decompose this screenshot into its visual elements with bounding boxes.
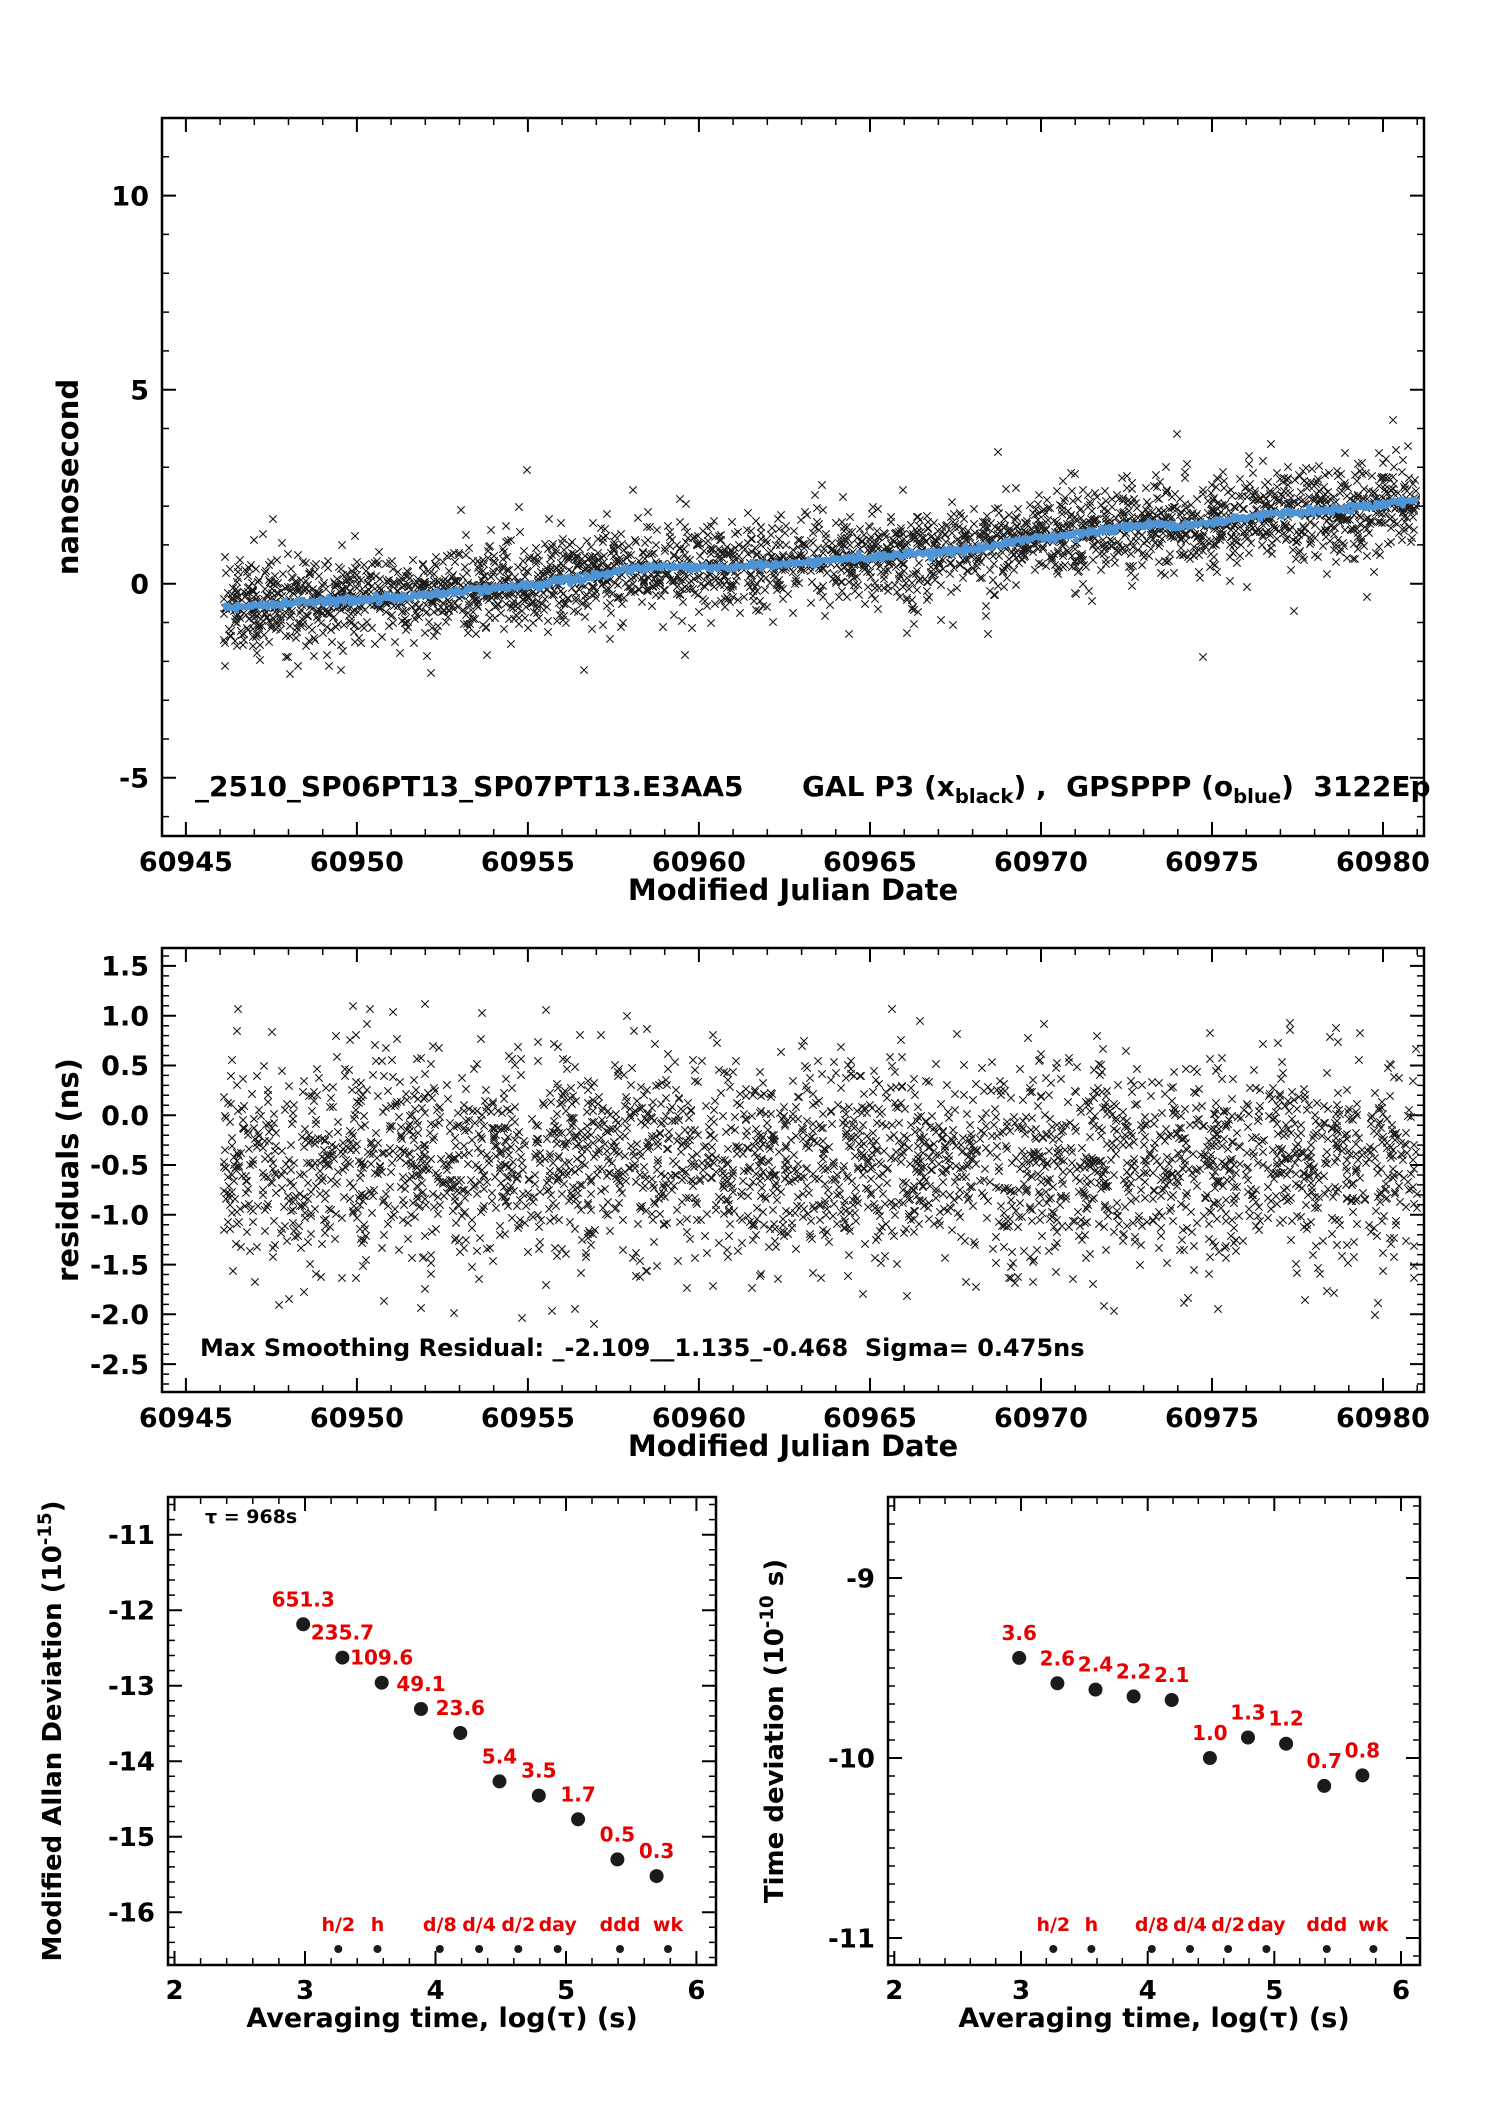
svg-text:-5: -5	[119, 764, 149, 795]
top-chart-title: _2510_SP06PT13_SP07PT13.E3AA5 GAL P3 (xb…	[195, 770, 1431, 808]
tdev-tick-labels: 2 3 4 5 6 -9 -10 -11	[828, 1564, 1410, 2006]
svg-text:1.0: 1.0	[1192, 1721, 1227, 1745]
svg-text:0.8: 0.8	[1345, 1738, 1380, 1762]
tdev-axes: 2 3 4 5 6 -9 -10 -11	[828, 1495, 1422, 2006]
svg-text:60980: 60980	[1336, 847, 1430, 878]
svg-text:d/2: d/2	[1211, 1914, 1245, 1936]
svg-text:2: 2	[885, 1976, 903, 2006]
mdev-tick-labels: 2 3 4 5 6-11-12-13-14-15-16	[108, 1521, 705, 2006]
svg-text:d/8: d/8	[1135, 1914, 1169, 1936]
mdev-points	[296, 1617, 664, 1884]
svg-text:d/4: d/4	[1173, 1914, 1207, 1936]
svg-text:60955: 60955	[481, 847, 575, 878]
svg-text:60960: 60960	[652, 847, 746, 878]
svg-text:5: 5	[130, 375, 149, 406]
tdev-tau-marks	[1049, 1945, 1378, 1953]
svg-text:5: 5	[1265, 1976, 1283, 2006]
residuals-yaxis-label: residuals (ns)	[51, 1058, 85, 1282]
tdev-point-labels: 3.62.6 2.4 2.2 2.1 1.01.3 1.20.7 0.8	[1001, 1621, 1380, 1773]
svg-text:3.6: 3.6	[1001, 1621, 1036, 1645]
svg-text:2.2: 2.2	[1116, 1659, 1151, 1683]
svg-text:2.4: 2.4	[1078, 1653, 1113, 1677]
svg-text:h/2: h/2	[1036, 1914, 1070, 1936]
svg-text:60950: 60950	[310, 847, 404, 878]
svg-text:0.7: 0.7	[1306, 1749, 1341, 1773]
svg-text:60965: 60965	[823, 847, 917, 878]
svg-text:3: 3	[1012, 1976, 1030, 2006]
mdev-axes: 2 3 4 5 6-11-12-13-14-15-16	[108, 1495, 718, 2006]
svg-text:-10: -10	[828, 1744, 875, 1774]
residuals-tick-labels: 60945 60950 60955 60960 60965 60970 60975 60980…	[90, 952, 1430, 1434]
tau-annotation: τ = 968s	[205, 1506, 298, 1528]
svg-text:2.1: 2.1	[1154, 1663, 1189, 1687]
residuals-axes: 60945 60950 60955 60960 60965 60970 60975 60980…	[90, 946, 1430, 1434]
svg-text:2.6: 2.6	[1040, 1646, 1075, 1670]
svg-text:60975: 60975	[1165, 847, 1259, 878]
residuals-scatter	[220, 1000, 1421, 1328]
tdev-yaxis-label: Time deviation (10-10 s)	[757, 1558, 790, 1904]
clock-difference-axes: 60945 60950 60955 60960 60965 60970 60975 60980…	[111, 116, 1430, 878]
svg-text:60945: 60945	[139, 847, 233, 878]
svg-text:-9: -9	[846, 1564, 875, 1594]
tdev-tau-mark-labels: h/2 h d/8 d/4 d/2 day ddd wk	[1036, 1914, 1388, 1936]
clock-difference-tick-labels: 60945 60950 60955 60960 60965 60970 60975 60980…	[111, 181, 1430, 878]
tdev-points	[1012, 1650, 1370, 1793]
mdev-yaxis-label: Modified Allan Deviation (10-15)	[35, 1500, 68, 1962]
mdev-xaxis-label: Averaging time, log(τ) (s)	[246, 2003, 638, 2034]
svg-text:day: day	[1247, 1914, 1286, 1936]
svg-text:60970: 60970	[994, 847, 1088, 878]
mdev-tau-mark-labels: h/2 h d/8 d/4 d/2 day ddd wk	[321, 1914, 683, 1936]
svg-text:4: 4	[1139, 1976, 1157, 2006]
svg-text:6: 6	[1392, 1976, 1410, 2006]
svg-text:10: 10	[111, 181, 149, 212]
svg-text:-11: -11	[828, 1924, 875, 1954]
svg-text:ddd: ddd	[1306, 1914, 1347, 1936]
residuals-xaxis-label: Modified Julian Date	[627, 1429, 959, 1463]
gpsppp-smoothed-line	[222, 496, 1419, 614]
top-xaxis-label: Modified Julian Date	[627, 873, 959, 907]
svg-text:h: h	[1085, 1914, 1099, 1936]
tdev-xaxis-label: Averaging time, log(τ) (s)	[958, 2003, 1350, 2034]
svg-text:0: 0	[130, 569, 149, 600]
mdev-tau-marks	[334, 1945, 672, 1953]
svg-text:wk: wk	[1358, 1914, 1389, 1936]
svg-text:1.3: 1.3	[1230, 1701, 1265, 1725]
residuals-annotation: Max Smoothing Residual: _-2.109__1.135_-…	[200, 1334, 1085, 1362]
top-yaxis-label: nanosecond	[51, 378, 85, 576]
svg-text:1.2: 1.2	[1268, 1707, 1303, 1731]
